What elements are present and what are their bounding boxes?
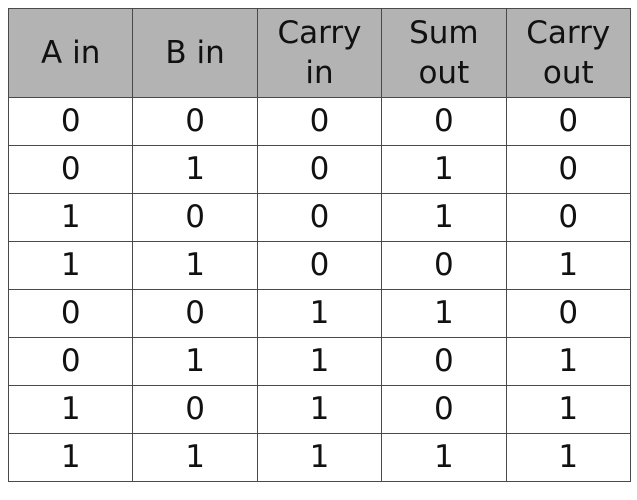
- cell-carry-out: 1: [505, 241, 631, 290]
- cell-b-in: 0: [132, 289, 258, 338]
- table-row: 1 0 1 0 1: [7, 385, 631, 434]
- cell-a-in: 0: [7, 337, 134, 386]
- cell-a-in: 0: [7, 97, 134, 146]
- table-row: 0 1 0 1 0: [7, 145, 631, 194]
- cell-carry-in: 0: [256, 97, 383, 146]
- cell-carry-in: 1: [256, 385, 383, 434]
- table-row: 1 0 0 1 0: [7, 193, 631, 242]
- cell-b-in: 0: [132, 385, 258, 434]
- cell-carry-out: 0: [505, 97, 631, 146]
- cell-a-in: 1: [7, 385, 134, 434]
- header-label: B in: [165, 35, 225, 71]
- table-row: 0 0 0 0 0: [7, 97, 631, 146]
- cell-carry-out: 1: [505, 433, 631, 482]
- cell-carry-in: 1: [256, 337, 383, 386]
- cell-b-in: 0: [132, 97, 258, 146]
- header-label-line-2: out: [418, 55, 470, 91]
- cell-carry-in: 0: [256, 241, 383, 290]
- cell-sum-out: 0: [381, 385, 507, 434]
- cell-sum-out: 1: [381, 193, 507, 242]
- cell-sum-out: 0: [381, 241, 507, 290]
- cell-sum-out: 0: [381, 97, 507, 146]
- header-carry-in: Carry in: [256, 8, 383, 98]
- header-label-line-2: out: [542, 55, 594, 91]
- header-b-in: B in: [132, 8, 258, 98]
- table-body: 0 0 0 0 0 0 1 0 1 0 1 0 0 1 0 1 1 0 0 1: [7, 97, 631, 482]
- cell-a-in: 1: [7, 241, 134, 290]
- cell-carry-out: 0: [505, 193, 631, 242]
- table-row: 0 0 1 1 0: [7, 289, 631, 338]
- cell-a-in: 1: [7, 193, 134, 242]
- cell-carry-out: 1: [505, 337, 631, 386]
- header-label-line-1: Carry: [526, 15, 611, 51]
- header-label: A in: [41, 35, 101, 71]
- header-carry-out: Carry out: [505, 8, 631, 98]
- table-row: 1 1 1 1 1: [7, 433, 631, 482]
- cell-a-in: 0: [7, 289, 134, 338]
- cell-b-in: 1: [132, 145, 258, 194]
- header-a-in: A in: [7, 8, 134, 98]
- cell-carry-in: 1: [256, 433, 383, 482]
- cell-carry-out: 0: [505, 145, 631, 194]
- cell-a-in: 0: [7, 145, 134, 194]
- full-adder-truth-table: A in B in Carry in Sum out Carry out 0 0…: [7, 8, 631, 482]
- cell-b-in: 0: [132, 193, 258, 242]
- header-row: A in B in Carry in Sum out Carry out: [7, 8, 631, 98]
- cell-b-in: 1: [132, 433, 258, 482]
- header-label-line-2: in: [305, 55, 334, 91]
- cell-carry-in: 0: [256, 193, 383, 242]
- header-label-line-1: Sum: [409, 15, 479, 51]
- cell-sum-out: 1: [381, 145, 507, 194]
- header-label-line-1: Carry: [277, 15, 362, 51]
- cell-a-in: 1: [7, 433, 134, 482]
- cell-b-in: 1: [132, 337, 258, 386]
- cell-sum-out: 0: [381, 337, 507, 386]
- table-header: A in B in Carry in Sum out Carry out: [7, 8, 631, 98]
- table-row: 0 1 1 0 1: [7, 337, 631, 386]
- cell-sum-out: 1: [381, 289, 507, 338]
- table-row: 1 1 0 0 1: [7, 241, 631, 290]
- cell-carry-out: 1: [505, 385, 631, 434]
- header-sum-out: Sum out: [381, 8, 507, 98]
- cell-sum-out: 1: [381, 433, 507, 482]
- cell-b-in: 1: [132, 241, 258, 290]
- cell-carry-in: 0: [256, 145, 383, 194]
- cell-carry-in: 1: [256, 289, 383, 338]
- cell-carry-out: 0: [505, 289, 631, 338]
